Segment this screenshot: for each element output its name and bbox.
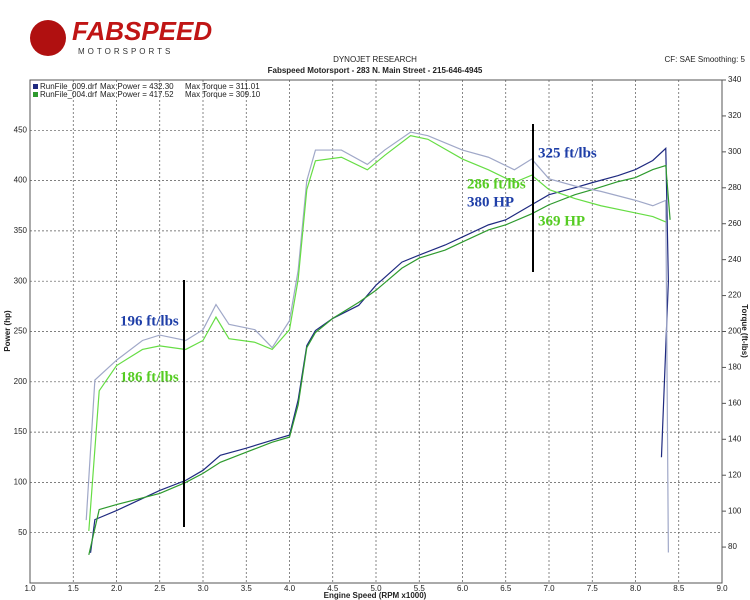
annotation: 325 ft/lbs bbox=[538, 145, 597, 161]
x-tick-label: 2.0 bbox=[111, 584, 123, 593]
y-tick-label: 350 bbox=[14, 226, 28, 235]
y-tick-label: 250 bbox=[14, 327, 28, 336]
y2-tick-label: 80 bbox=[728, 542, 737, 551]
y2-tick-label: 220 bbox=[728, 291, 742, 300]
annotation: 380 HP bbox=[467, 194, 514, 210]
x-tick-label: 5.0 bbox=[370, 584, 382, 593]
y2-tick-label: 240 bbox=[728, 255, 742, 264]
y-tick-label: 50 bbox=[18, 528, 27, 537]
x-tick-label: 4.0 bbox=[284, 584, 296, 593]
x-tick-label: 2.5 bbox=[154, 584, 166, 593]
series-line bbox=[88, 135, 667, 531]
y2-tick-label: 160 bbox=[728, 398, 742, 407]
y-tick-label: 200 bbox=[14, 377, 28, 386]
legend-file: RunFile_009.drf bbox=[40, 82, 98, 91]
legend-file: RunFile_004.drf bbox=[40, 90, 98, 99]
x-tick-label: 7.5 bbox=[587, 584, 599, 593]
x-tick-label: 3.5 bbox=[241, 584, 253, 593]
x-tick-label: 4.5 bbox=[327, 584, 339, 593]
legend-swatch bbox=[33, 84, 38, 89]
x-tick-label: 8.0 bbox=[630, 584, 642, 593]
x-tick-label: 1.5 bbox=[68, 584, 80, 593]
x-tick-label: 8.5 bbox=[673, 584, 685, 593]
y-tick-label: 150 bbox=[14, 427, 28, 436]
x-tick-label: 9.0 bbox=[716, 584, 728, 593]
legend-power: Max Power = 432.30 bbox=[100, 82, 174, 91]
y2-tick-label: 260 bbox=[728, 219, 742, 228]
x-tick-label: 1.0 bbox=[24, 584, 36, 593]
logo-emblem bbox=[30, 20, 66, 56]
logo-text: FABSPEED bbox=[72, 16, 212, 46]
y-tick-label: 100 bbox=[14, 478, 28, 487]
series-line bbox=[89, 147, 669, 553]
y-tick-label: 400 bbox=[14, 176, 28, 185]
legend-torque: Max Torque = 311.01 bbox=[185, 82, 260, 91]
y-axis-label: Power (hp) bbox=[3, 310, 12, 352]
y-tick-label: 450 bbox=[14, 125, 28, 134]
x-tick-label: 5.5 bbox=[414, 584, 426, 593]
y2-tick-label: 300 bbox=[728, 147, 742, 156]
y2-tick-label: 320 bbox=[728, 111, 742, 120]
chart-subtitle: Fabspeed Motorsport - 283 N. Main Street… bbox=[268, 66, 483, 75]
y-tick-label: 300 bbox=[14, 276, 28, 285]
y2-tick-label: 280 bbox=[728, 183, 742, 192]
annotation: 186 ft/lbs bbox=[120, 369, 179, 385]
y2-axis-label: Torque (ft-lbs) bbox=[740, 304, 749, 358]
x-tick-label: 6.5 bbox=[500, 584, 512, 593]
y2-tick-label: 340 bbox=[728, 75, 742, 84]
legend-power: Max Power = 417.52 bbox=[100, 90, 174, 99]
legend-torque: Max Torque = 309.10 bbox=[185, 90, 261, 99]
y2-tick-label: 200 bbox=[728, 327, 742, 336]
legend-swatch bbox=[33, 92, 38, 97]
chart-title: DYNOJET RESEARCH bbox=[333, 55, 417, 64]
x-tick-label: 3.0 bbox=[197, 584, 209, 593]
annotation: 286 ft/lbs bbox=[467, 176, 526, 192]
annotation: 369 HP bbox=[538, 213, 585, 229]
corner-note: CF: SAE Smoothing: 5 bbox=[665, 55, 746, 64]
annotation: 196 ft/lbs bbox=[120, 313, 179, 329]
series-line bbox=[85, 131, 669, 553]
y2-tick-label: 100 bbox=[728, 506, 742, 515]
logo-sub: MOTORSPORTS bbox=[78, 47, 173, 56]
y2-tick-label: 180 bbox=[728, 363, 742, 372]
x-axis-label: Engine Speed (RPM x1000) bbox=[324, 591, 427, 600]
x-tick-label: 7.0 bbox=[543, 584, 555, 593]
y2-tick-label: 140 bbox=[728, 434, 742, 443]
y2-tick-label: 120 bbox=[728, 470, 742, 479]
x-tick-label: 6.0 bbox=[457, 584, 469, 593]
